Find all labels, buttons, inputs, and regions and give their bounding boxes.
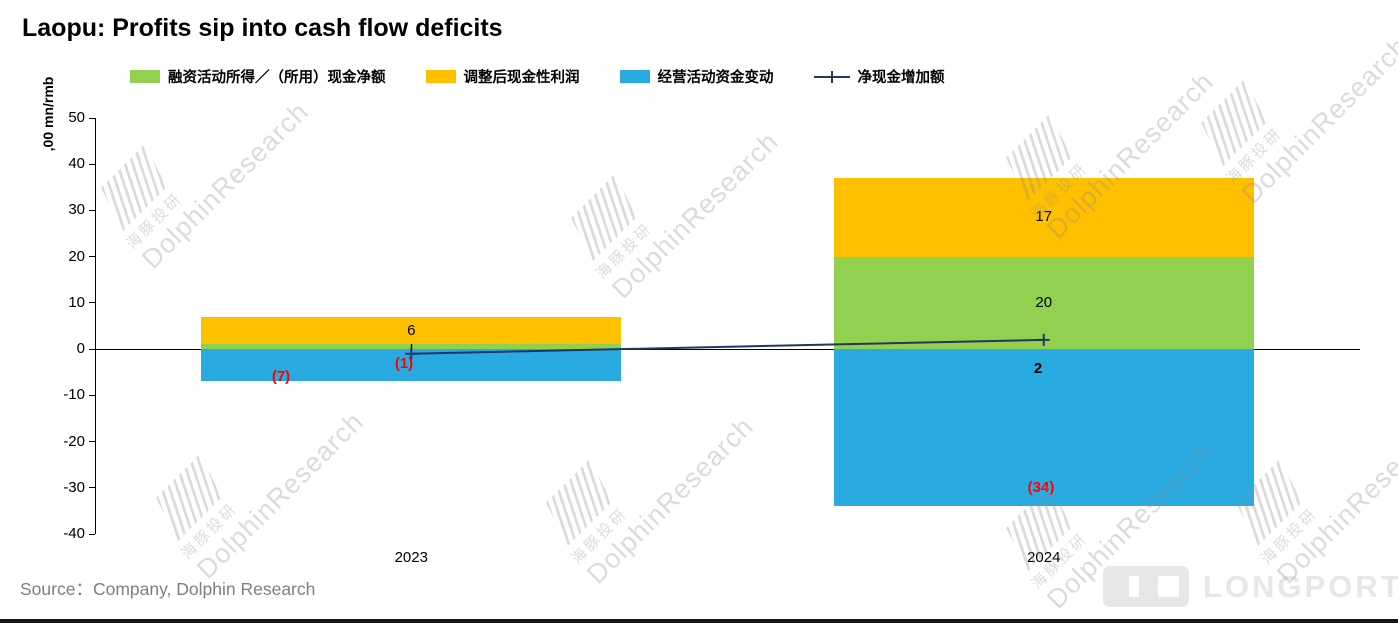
y-tick-label: -40 (63, 525, 85, 542)
y-tick-label: 50 (68, 109, 85, 126)
y-axis-tick (89, 348, 95, 350)
x-category-label: 2023 (394, 549, 428, 566)
y-axis-tick (89, 256, 95, 258)
legend-swatch (130, 70, 160, 83)
line-label: (1) (394, 355, 414, 372)
y-axis-tick (89, 487, 95, 489)
x-category-label: 2024 (1027, 549, 1061, 566)
legend-item: 融资活动所得／（所用）现金净额 (130, 66, 386, 87)
y-tick-label: 30 (68, 201, 85, 219)
y-tick-label: -30 (63, 478, 85, 496)
y-axis-line (95, 118, 96, 534)
legend-swatch (619, 70, 650, 83)
bar-segment (833, 256, 1254, 350)
legend-item: 经营活动资金变动 (619, 66, 774, 87)
bar-segment (833, 178, 1254, 257)
longport-logo-text: LONGPORT (1203, 568, 1398, 604)
y-axis-tick (89, 394, 95, 396)
y-tick-label: 10 (68, 293, 85, 311)
longport-logo: LONGPORT (1103, 566, 1398, 607)
legend-label: 融资活动所得／（所用）现金净额 (168, 70, 386, 86)
legend-line-plus-marker (813, 70, 850, 84)
bar-label: 17 (1035, 208, 1053, 226)
legend-item: 净现金增加额 (813, 66, 945, 87)
legend-label: 调整后现金性利润 (463, 70, 580, 86)
y-tick-label: 0 (76, 340, 85, 358)
legend-label: 经营活动资金变动 (657, 70, 774, 86)
bottom-edge-bar (0, 619, 1398, 623)
legend-label: 净现金增加额 (857, 70, 945, 86)
logo-icon-slot (1129, 576, 1139, 597)
chart-legend: 融资活动所得／（所用）现金净额 调整后现金性利润 经营活动资金变动 净现金增加额 (130, 66, 945, 87)
y-tick-label: -10 (63, 386, 85, 404)
bar-label: 20 (1035, 293, 1053, 311)
source-note: Source：Company, Dolphin Research (20, 579, 316, 599)
legend-swatch (425, 70, 456, 83)
y-axis-tick (89, 533, 95, 535)
y-axis-tick (89, 117, 95, 119)
y-axis-tick (89, 163, 95, 165)
bar-label: 6 (407, 321, 416, 339)
y-axis-tick (89, 302, 95, 304)
bar-label: (7) (271, 368, 291, 385)
line-label: 2 (1033, 360, 1043, 377)
bar-segment (833, 349, 1254, 507)
legend-plus (830, 70, 833, 83)
y-tick-label: 40 (68, 155, 85, 173)
logo-icon-square (1158, 576, 1179, 597)
longport-logo-icon (1103, 566, 1189, 607)
y-tick-label: 20 (68, 247, 85, 265)
legend-item: 调整后现金性利润 (425, 66, 580, 87)
y-axis-tick (89, 209, 95, 211)
bar-label: (34) (1027, 479, 1055, 496)
y-axis-tick (89, 441, 95, 443)
chart-title: Laopu: Profits sip into cash flow defici… (22, 14, 503, 42)
y-tick-label: -20 (63, 432, 85, 450)
